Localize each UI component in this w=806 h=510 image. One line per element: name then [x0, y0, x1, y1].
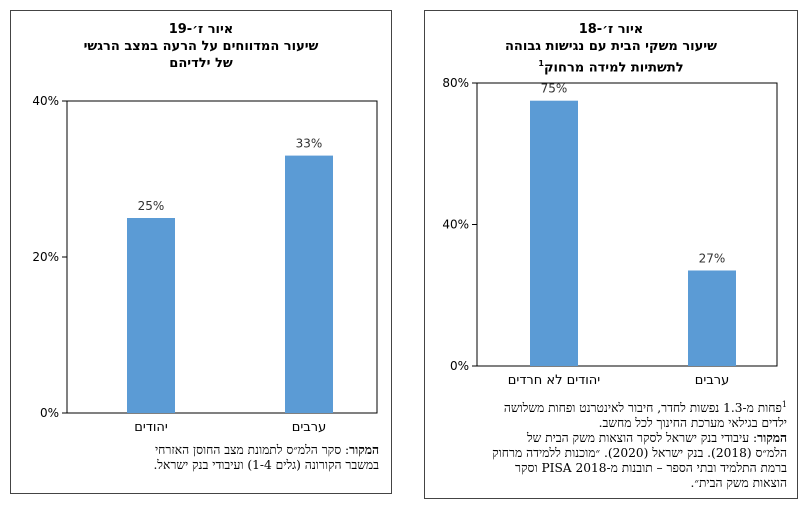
title-text: לתשתיות למידה מרחוק — [543, 60, 684, 76]
right-figure-title-line: לתשתיות למידה מרחוק1 — [425, 55, 797, 76]
y-tick-label: 80% — [442, 76, 469, 90]
footnote-text: פחות מ-1.3 נפשות לחדר, חיבור לאינטרנט ופ… — [503, 401, 782, 416]
x-category-label: ערבים — [292, 420, 327, 435]
source-text: במשבר הקורונה (גלים 1-4) ועיבודי בנק ישר… — [153, 458, 379, 472]
bar-value-label: 75% — [541, 82, 568, 96]
footnote-marker: 1 — [781, 400, 787, 409]
source-text: : עיבודי בנק ישראל לסקר הוצאות משק הבית … — [526, 431, 758, 446]
bar-value-label: 33% — [296, 137, 323, 151]
right-bar-chart: 0% 40% 80% 75% יהודים לא חרדים 27% ערבים — [442, 76, 778, 388]
source-text: הלמ״ס (2018). בנק ישראל (2020). ״מוכנות … — [492, 446, 787, 461]
right-figure-title-line: שיעור משקי הבית עם נגישות גבוהה — [505, 39, 717, 54]
bar-value-label: 27% — [699, 251, 726, 265]
left-source-note: המקור: סקר הלמ״ס לתמונת מצב החוסן האזרחי… — [23, 443, 379, 473]
left-bar-chart: 0% 20% 40% 25% יהודים 33% ערבים — [32, 94, 378, 435]
y-tick-label: 40% — [442, 218, 469, 232]
left-figure-number: איור ז׳-19 — [168, 22, 234, 37]
right-figure-panel: איור ז׳-18 שיעור משקי הבית עם נגישות גבו… — [424, 10, 798, 499]
footnote-text: ילדים בגילאי מערכת החינוך לכל מחשב. — [598, 416, 787, 431]
source-label: המקור — [757, 431, 787, 446]
right-footnote: 1פחות מ-1.3 נפשות לחדר, חיבור לאינטרנט ו… — [433, 397, 787, 491]
y-tick-label: 40% — [32, 94, 59, 108]
x-category-label: יהודים לא חרדים — [508, 373, 600, 388]
bar — [530, 100, 578, 366]
bar-value-label: 25% — [138, 199, 165, 213]
source-text: : סקר הלמ״ס לתמונת מצב החוסן האזרחי — [154, 443, 350, 457]
left-figure-title-line: שיעור המדווחים על הרעה במצב הרגשי — [83, 39, 319, 54]
y-tick-label: 20% — [32, 250, 59, 264]
left-figure-title-line: של ילדיהם — [169, 56, 233, 71]
y-tick-label: 0% — [40, 406, 59, 420]
bar — [688, 270, 736, 366]
bar — [285, 155, 333, 413]
bar — [127, 218, 175, 413]
source-label: המקור — [349, 443, 379, 457]
right-figure-number: איור ז׳-18 — [578, 22, 644, 37]
y-tick-label: 0% — [450, 359, 469, 373]
left-figure-panel: איור ז׳-19 שיעור המדווחים על הרעה במצב ה… — [10, 10, 392, 494]
source-text: ברמת התלמיד ובתי הספר – תובנות מ-PISA 20… — [515, 461, 787, 476]
source-text: הוצאות משק הבית״. — [690, 476, 787, 491]
x-category-label: יהודים — [134, 420, 168, 435]
x-category-label: ערבים — [695, 373, 730, 388]
footnote-marker: 1 — [538, 59, 544, 68]
